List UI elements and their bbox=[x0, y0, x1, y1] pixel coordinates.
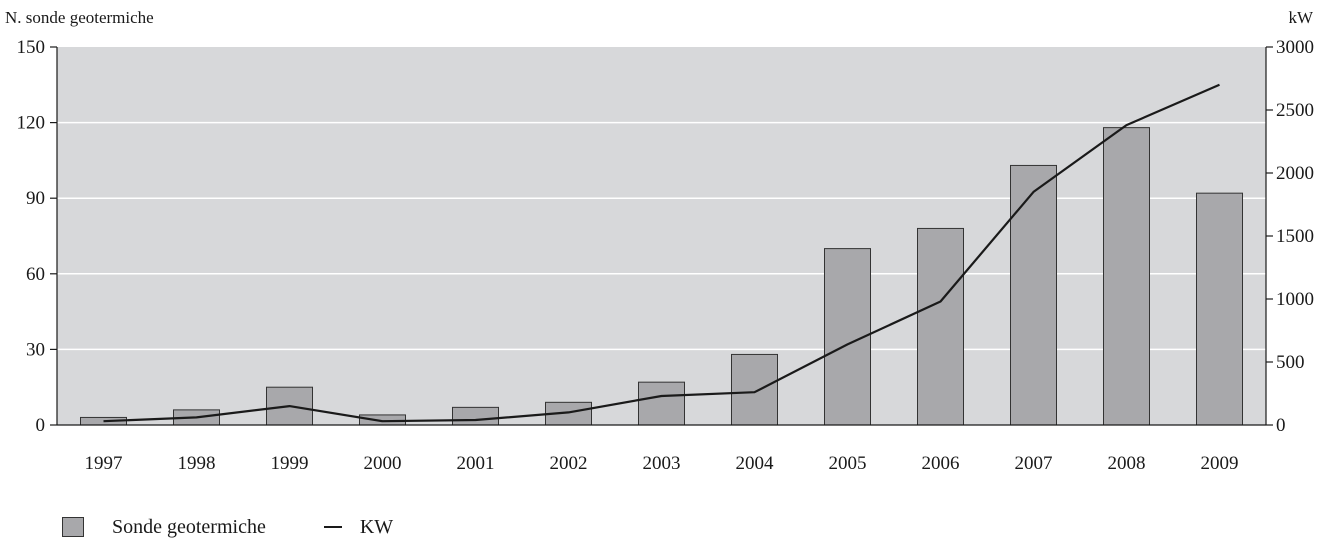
right-tick-label: 500 bbox=[1276, 352, 1305, 373]
legend-line-label: KW bbox=[359, 515, 394, 538]
bar-2001 bbox=[452, 406, 499, 426]
legend-line-swatch bbox=[323, 526, 342, 528]
x-tick-label: 2002 bbox=[550, 453, 588, 474]
x-tick-label: 2006 bbox=[922, 453, 960, 474]
axes: 0306090120150050010001500200025003000199… bbox=[17, 37, 1315, 474]
left-tick-label: 150 bbox=[17, 37, 46, 58]
x-tick-label: 1998 bbox=[178, 453, 216, 474]
left-tick-label: 90 bbox=[26, 188, 45, 209]
bars-series bbox=[80, 127, 1243, 426]
bar-2003 bbox=[638, 381, 685, 426]
bar-2004 bbox=[731, 353, 778, 426]
plot-area bbox=[57, 47, 1266, 425]
bar-2009 bbox=[1196, 192, 1243, 426]
x-tick-label: 2008 bbox=[1108, 453, 1146, 474]
x-tick-label: 2004 bbox=[736, 453, 775, 474]
x-tick-label: 1999 bbox=[271, 453, 309, 474]
x-tick-label: 2005 bbox=[829, 453, 867, 474]
x-tick-label: 2009 bbox=[1201, 453, 1239, 474]
x-tick-label: 2000 bbox=[364, 453, 402, 474]
x-tick-label: 1997 bbox=[85, 453, 123, 474]
bar-2007 bbox=[1010, 164, 1057, 426]
left-tick-label: 30 bbox=[26, 339, 45, 360]
bar-2006 bbox=[917, 227, 964, 426]
bar-2008 bbox=[1103, 127, 1150, 426]
left-tick-label: 0 bbox=[36, 415, 46, 436]
legend-item-bars: Sonde geotermiche bbox=[62, 516, 266, 539]
kw-line bbox=[103, 83, 1220, 423]
legend-item-line: KW bbox=[323, 515, 394, 539]
right-tick-label: 2000 bbox=[1276, 163, 1314, 184]
kw-line-series bbox=[103, 83, 1220, 423]
x-tick-label: 2007 bbox=[1015, 453, 1053, 474]
right-tick-label: 1500 bbox=[1276, 226, 1314, 247]
left-axis-title: N. sonde geotermiche bbox=[5, 8, 154, 27]
combo-chart: 0306090120150050010001500200025003000199… bbox=[5, 8, 1315, 474]
legend-bar-swatch bbox=[62, 517, 84, 537]
right-axis-title: kW bbox=[1288, 8, 1314, 27]
left-tick-label: 60 bbox=[26, 264, 45, 285]
x-tick-label: 2001 bbox=[457, 453, 495, 474]
right-tick-label: 0 bbox=[1276, 415, 1286, 436]
left-tick-label: 120 bbox=[17, 113, 46, 134]
legend-bar-label: Sonde geotermiche bbox=[112, 515, 266, 538]
right-tick-label: 1000 bbox=[1276, 289, 1314, 310]
x-tick-label: 2003 bbox=[643, 453, 681, 474]
gridlines bbox=[57, 121, 1266, 351]
right-tick-label: 2500 bbox=[1276, 100, 1314, 121]
right-tick-label: 3000 bbox=[1276, 37, 1314, 58]
legend: Sonde geotermiche KW bbox=[62, 512, 451, 542]
